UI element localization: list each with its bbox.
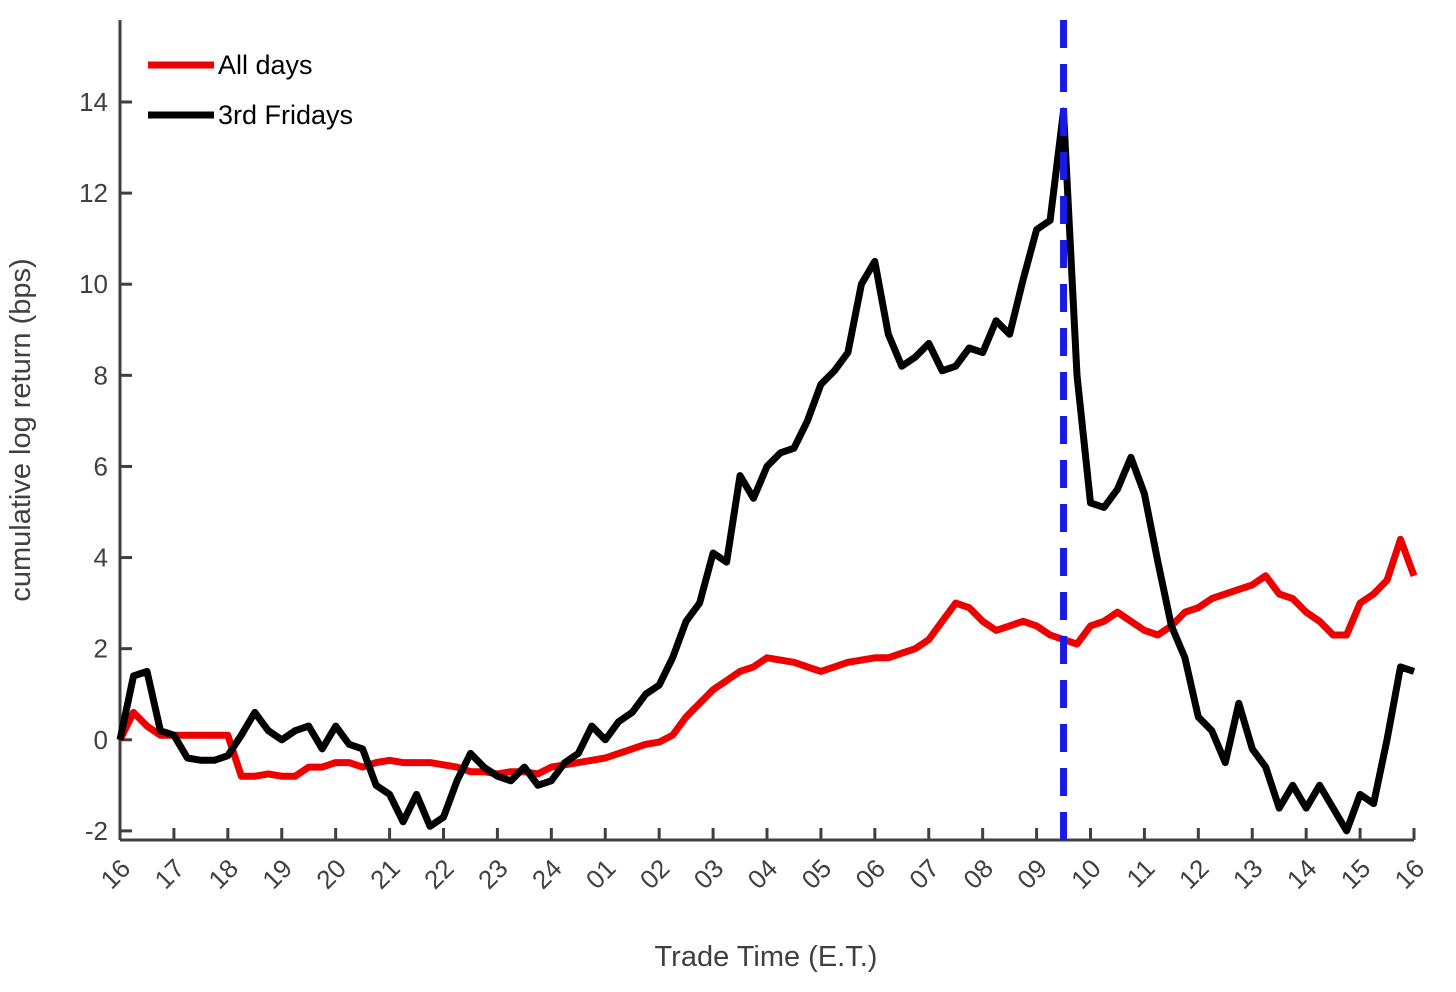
x-tick-label: 05	[795, 853, 837, 895]
x-tick-label: 07	[903, 853, 945, 895]
series-line	[116, 107, 1416, 835]
y-tick-label: 8	[94, 360, 108, 390]
y-axis-label: cumulative log return (bps)	[5, 258, 37, 601]
x-tick-label: 18	[202, 853, 244, 895]
series-line	[116, 535, 1418, 780]
y-tick-label: 6	[94, 451, 108, 481]
x-tick-label: 12	[1173, 853, 1215, 895]
y-tick-label: 2	[94, 634, 108, 664]
x-tick-label: 17	[148, 853, 190, 895]
x-tick-label: 21	[364, 853, 406, 895]
x-tick-label: 09	[1011, 853, 1053, 895]
legend-label: 3rd Fridays	[218, 100, 353, 130]
y-tick-label: 0	[94, 725, 108, 755]
x-tick-label: 04	[742, 853, 784, 895]
x-tick-label: 08	[957, 853, 999, 895]
x-tick-label: 02	[634, 853, 676, 895]
y-tick-label: 10	[79, 269, 108, 299]
y-tick-label: 4	[94, 543, 108, 573]
x-tick-label: 14	[1281, 853, 1323, 895]
x-axis-label: Trade Time (E.T.)	[655, 941, 878, 973]
x-tick-label: 22	[418, 853, 460, 895]
y-tick-label: 14	[79, 87, 108, 117]
x-tick-label: 16	[95, 853, 137, 895]
x-tick-label: 20	[310, 853, 352, 895]
x-tick-label: 13	[1227, 853, 1269, 895]
x-tick-label: 03	[688, 853, 730, 895]
x-tick-label: 01	[580, 853, 622, 895]
legend-label: All days	[218, 50, 313, 80]
x-tick-label: 24	[526, 853, 568, 895]
x-tick-label: 19	[256, 853, 298, 895]
y-tick-label: -2	[85, 816, 108, 846]
x-tick-label: 06	[849, 853, 891, 895]
x-tick-label: 10	[1065, 853, 1107, 895]
x-tick-label: 16	[1389, 853, 1431, 895]
y-tick-label: 12	[79, 178, 108, 208]
x-tick-label: 11	[1120, 853, 1160, 893]
x-tick-label: 15	[1335, 853, 1377, 895]
x-tick-label: 23	[472, 853, 514, 895]
